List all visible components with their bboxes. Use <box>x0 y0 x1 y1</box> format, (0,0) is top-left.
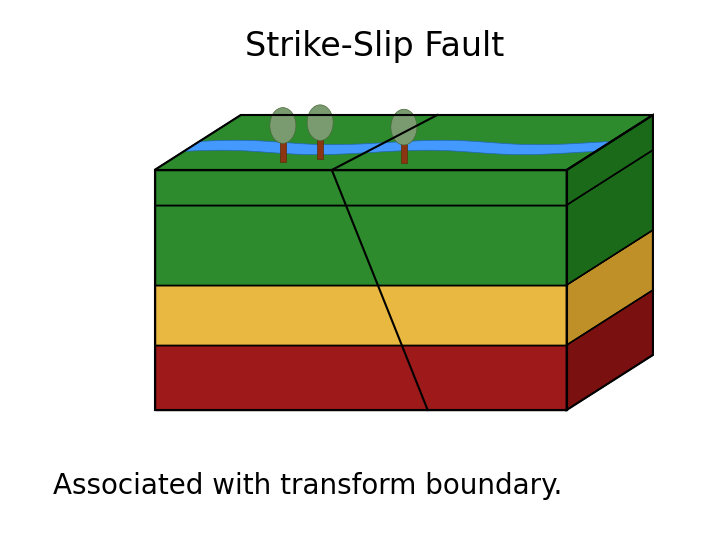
Polygon shape <box>567 115 653 205</box>
Polygon shape <box>567 150 653 285</box>
Ellipse shape <box>391 109 417 145</box>
Polygon shape <box>317 135 323 159</box>
Text: Strike-Slip Fault: Strike-Slip Fault <box>246 30 505 63</box>
Polygon shape <box>400 140 408 164</box>
Polygon shape <box>155 205 567 285</box>
Text: Associated with transform boundary.: Associated with transform boundary. <box>53 472 562 500</box>
Polygon shape <box>567 230 653 345</box>
Polygon shape <box>155 345 567 410</box>
Polygon shape <box>155 115 653 170</box>
Polygon shape <box>155 170 567 205</box>
Ellipse shape <box>307 105 333 140</box>
Ellipse shape <box>270 107 296 143</box>
Polygon shape <box>279 138 286 162</box>
Polygon shape <box>567 290 653 410</box>
Polygon shape <box>155 285 567 345</box>
Polygon shape <box>184 140 611 154</box>
